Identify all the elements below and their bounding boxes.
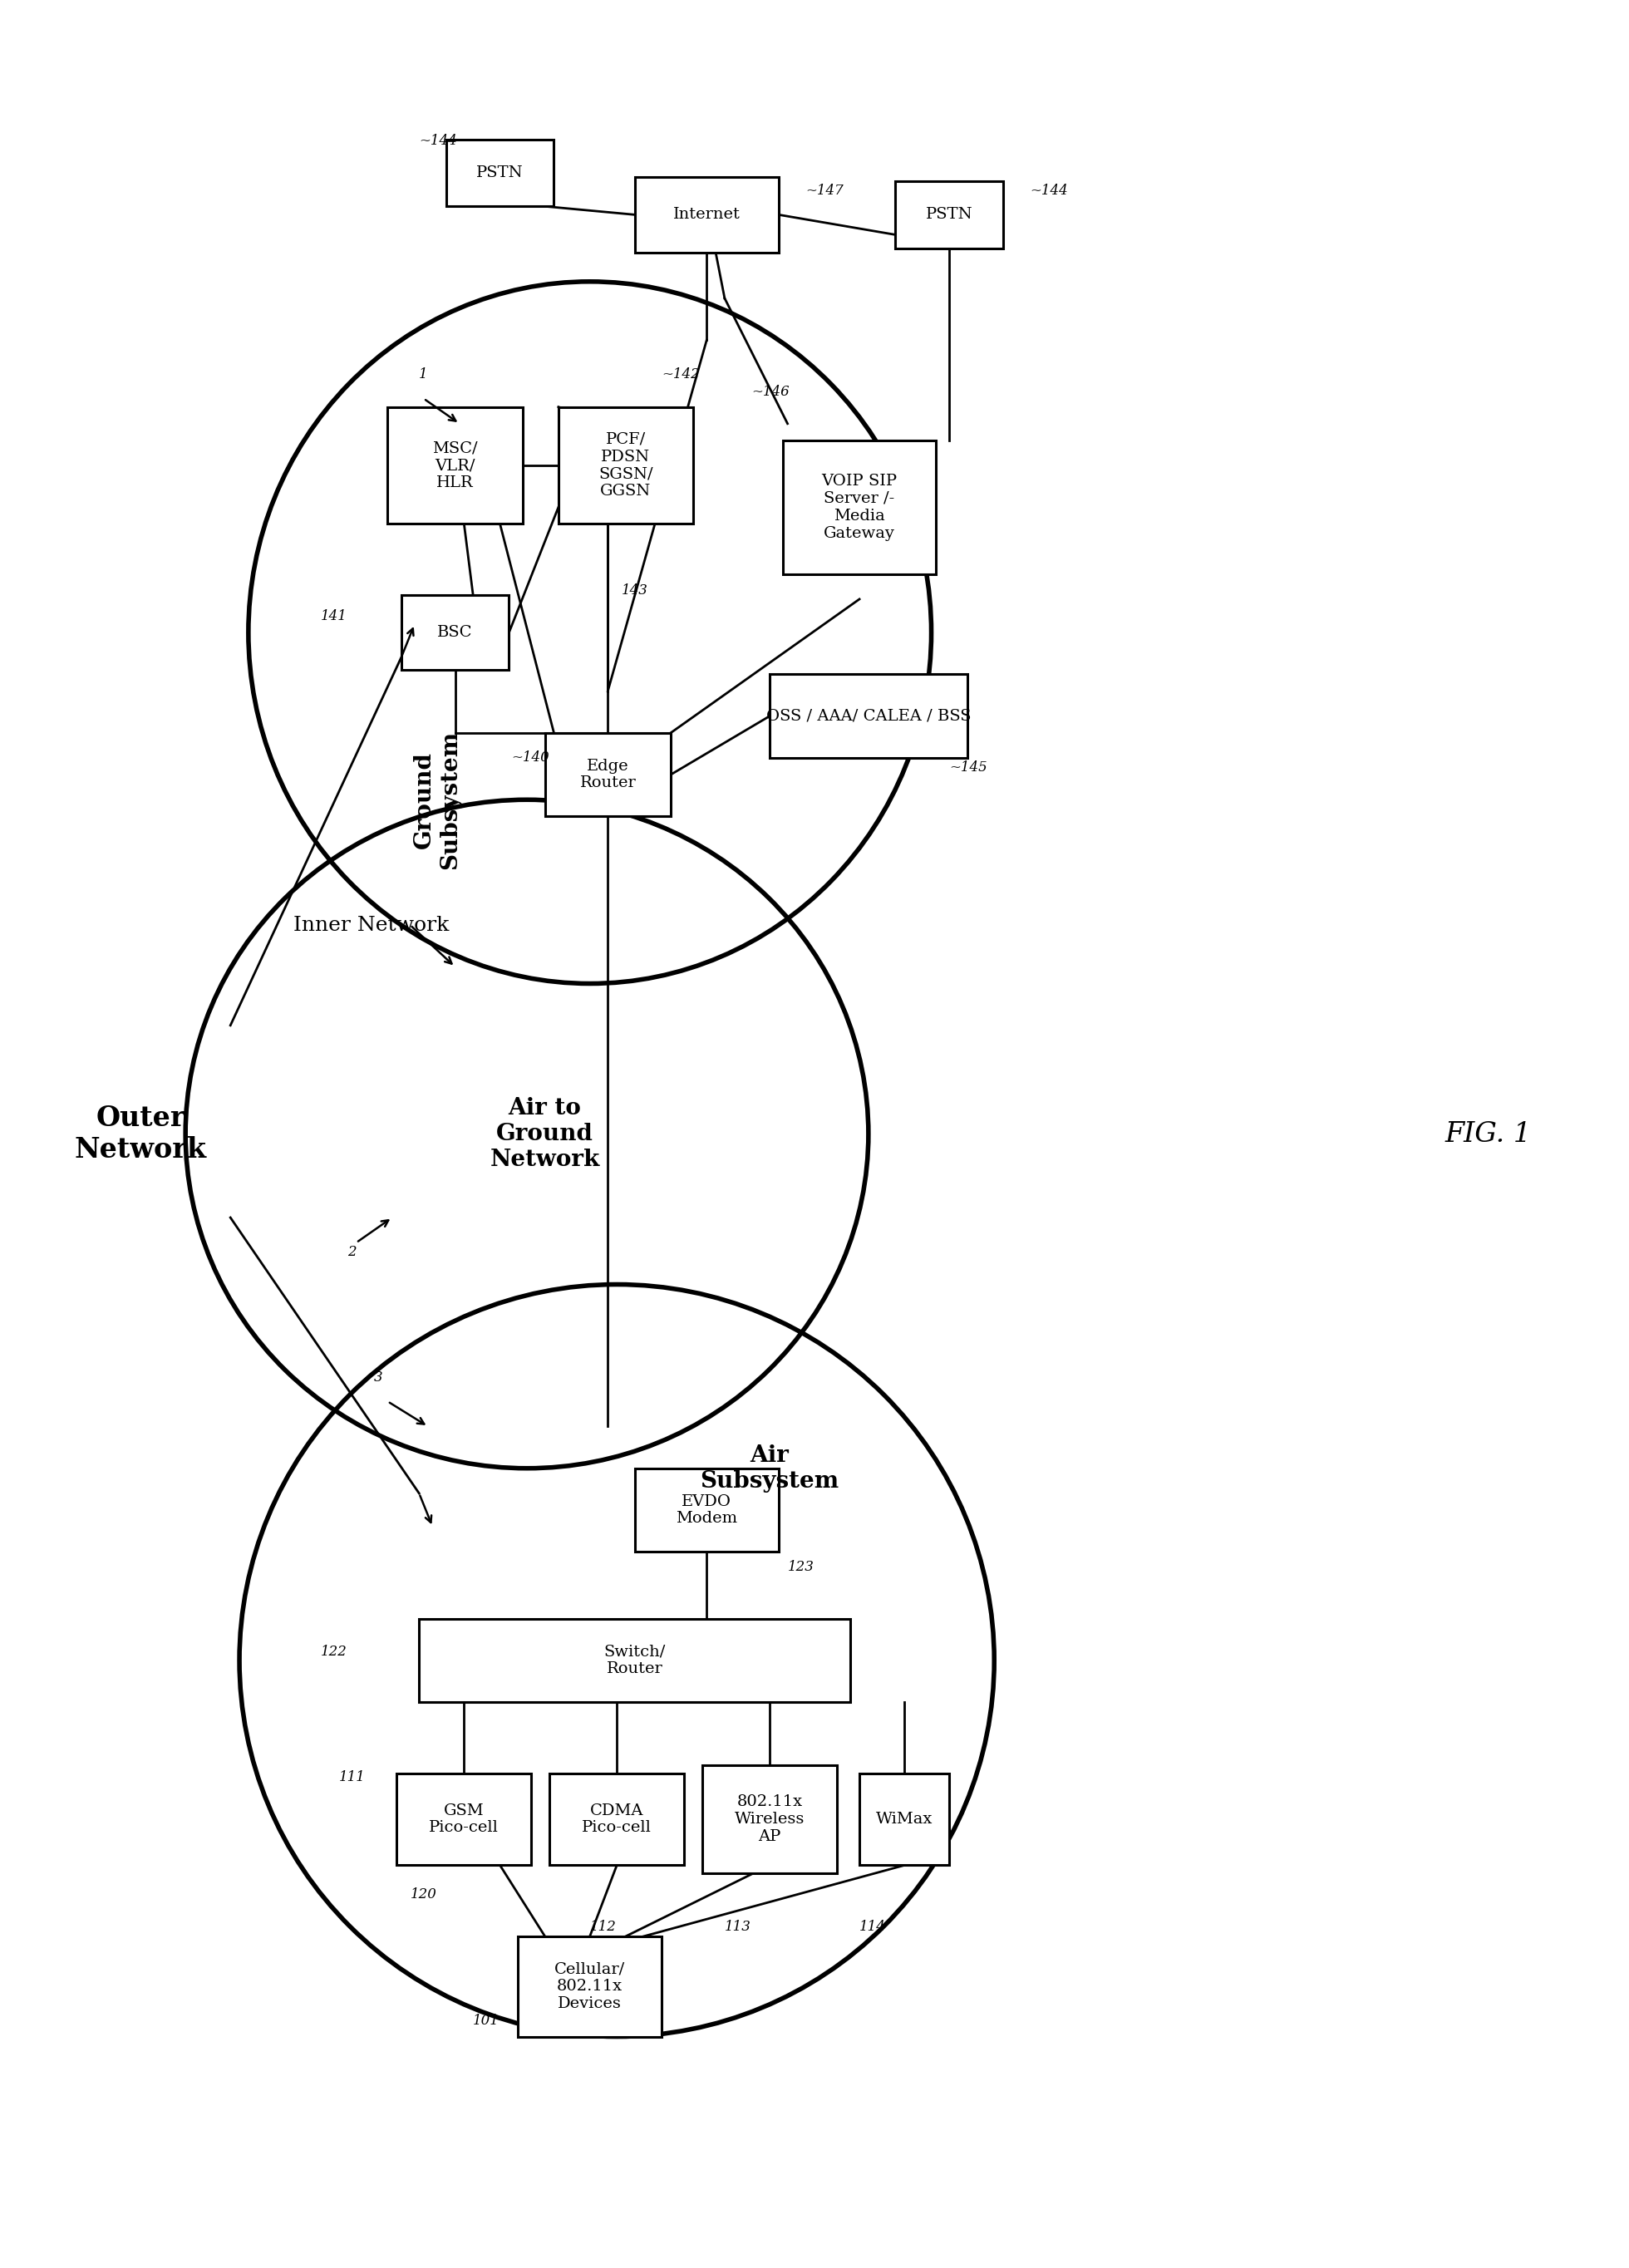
Text: ~142: ~142 <box>661 367 700 381</box>
Text: 111: 111 <box>339 1771 365 1785</box>
Text: Switch/
Router: Switch/ Router <box>604 1644 666 1676</box>
Text: GSM
Pico-cell: GSM Pico-cell <box>428 1803 498 1835</box>
Text: EVDO
Modem: EVDO Modem <box>676 1495 738 1526</box>
FancyBboxPatch shape <box>546 733 671 816</box>
FancyBboxPatch shape <box>860 1774 950 1864</box>
Text: 2: 2 <box>347 1245 357 1259</box>
FancyBboxPatch shape <box>702 1765 837 1873</box>
Text: MSC/
VLR/
HLR: MSC/ VLR/ HLR <box>432 440 477 490</box>
FancyBboxPatch shape <box>549 1774 684 1864</box>
Text: 101: 101 <box>472 2014 500 2028</box>
FancyBboxPatch shape <box>446 141 554 206</box>
Text: ~146: ~146 <box>751 386 790 399</box>
FancyBboxPatch shape <box>635 1467 779 1551</box>
Text: 802.11x
Wireless
AP: 802.11x Wireless AP <box>735 1794 805 1844</box>
Text: ~144: ~144 <box>1030 184 1069 197</box>
FancyBboxPatch shape <box>401 594 508 669</box>
Text: CDMA
Pico-cell: CDMA Pico-cell <box>582 1803 652 1835</box>
Text: FIG. 1: FIG. 1 <box>1445 1120 1531 1148</box>
Text: Cellular/
802.11x
Devices: Cellular/ 802.11x Devices <box>554 1962 626 2012</box>
FancyBboxPatch shape <box>396 1774 531 1864</box>
FancyBboxPatch shape <box>419 1619 850 1703</box>
FancyBboxPatch shape <box>635 177 779 252</box>
Text: 123: 123 <box>787 1560 814 1574</box>
Text: Internet: Internet <box>673 206 740 222</box>
Text: ~140: ~140 <box>512 751 549 764</box>
Text: 122: 122 <box>321 1644 347 1660</box>
Text: WiMax: WiMax <box>876 1812 933 1826</box>
Text: PSTN: PSTN <box>476 166 523 181</box>
Text: PSTN: PSTN <box>925 206 973 222</box>
Text: 3: 3 <box>375 1370 383 1386</box>
Text: 141: 141 <box>321 608 347 624</box>
Text: Edge
Router: Edge Router <box>580 758 635 792</box>
Text: 112: 112 <box>590 1919 616 1935</box>
FancyBboxPatch shape <box>388 406 523 524</box>
Text: VOIP SIP
Server /-
Media
Gateway: VOIP SIP Server /- Media Gateway <box>821 474 898 540</box>
Text: ~144: ~144 <box>419 134 458 147</box>
Text: 113: 113 <box>725 1919 751 1935</box>
Text: PCF/
PDSN
SGSN/
GGSN: PCF/ PDSN SGSN/ GGSN <box>598 431 653 499</box>
FancyBboxPatch shape <box>559 406 694 524</box>
FancyBboxPatch shape <box>518 1937 661 2037</box>
FancyBboxPatch shape <box>769 674 968 758</box>
Text: Air
Subsystem: Air Subsystem <box>700 1445 839 1492</box>
Text: Ground
Subsystem: Ground Subsystem <box>412 730 461 869</box>
Text: 143: 143 <box>621 583 648 599</box>
Text: Air to
Ground
Network: Air to Ground Network <box>490 1098 599 1170</box>
Text: 114: 114 <box>860 1919 886 1935</box>
Text: BSC: BSC <box>438 626 472 640</box>
Text: Inner Network: Inner Network <box>293 916 450 934</box>
Text: ~145: ~145 <box>950 760 987 776</box>
Text: 120: 120 <box>411 1887 437 1901</box>
Text: 1: 1 <box>419 367 428 381</box>
FancyBboxPatch shape <box>784 440 935 574</box>
FancyBboxPatch shape <box>896 181 1003 247</box>
Text: OSS / AAA/ CALEA / BSS: OSS / AAA/ CALEA / BSS <box>766 708 971 723</box>
Text: Outer
Network: Outer Network <box>75 1105 207 1163</box>
Text: ~147: ~147 <box>805 184 844 197</box>
